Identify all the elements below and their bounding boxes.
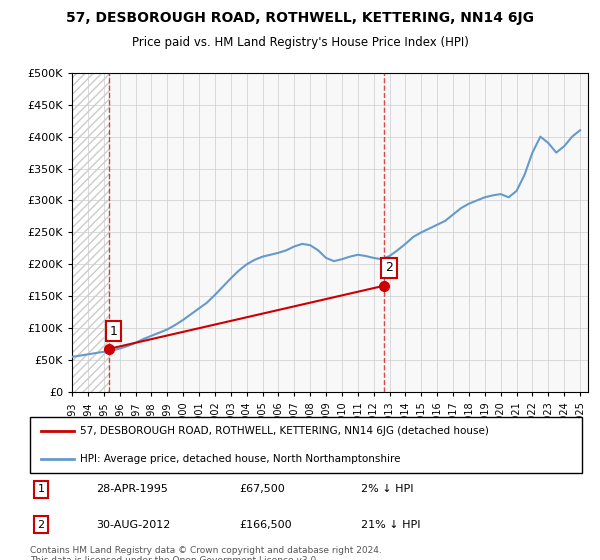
Text: HPI: Average price, detached house, North Northamptonshire: HPI: Average price, detached house, Nort… xyxy=(80,454,400,464)
Text: 2: 2 xyxy=(37,520,44,530)
FancyBboxPatch shape xyxy=(30,417,582,473)
Text: 28-APR-1995: 28-APR-1995 xyxy=(96,484,168,494)
Bar xyxy=(72,73,109,392)
Text: 57, DESBOROUGH ROAD, ROTHWELL, KETTERING, NN14 6JG: 57, DESBOROUGH ROAD, ROTHWELL, KETTERING… xyxy=(66,11,534,25)
Text: 2% ↓ HPI: 2% ↓ HPI xyxy=(361,484,414,494)
Text: 21% ↓ HPI: 21% ↓ HPI xyxy=(361,520,421,530)
Text: 1: 1 xyxy=(110,325,118,338)
Text: 2: 2 xyxy=(385,262,393,274)
Text: £67,500: £67,500 xyxy=(240,484,286,494)
Text: £166,500: £166,500 xyxy=(240,520,292,530)
Text: Contains HM Land Registry data © Crown copyright and database right 2024.
This d: Contains HM Land Registry data © Crown c… xyxy=(30,546,382,560)
Text: 30-AUG-2012: 30-AUG-2012 xyxy=(96,520,170,530)
Text: Price paid vs. HM Land Registry's House Price Index (HPI): Price paid vs. HM Land Registry's House … xyxy=(131,36,469,49)
Text: 1: 1 xyxy=(38,484,44,494)
Text: 57, DESBOROUGH ROAD, ROTHWELL, KETTERING, NN14 6JG (detached house): 57, DESBOROUGH ROAD, ROTHWELL, KETTERING… xyxy=(80,426,488,436)
